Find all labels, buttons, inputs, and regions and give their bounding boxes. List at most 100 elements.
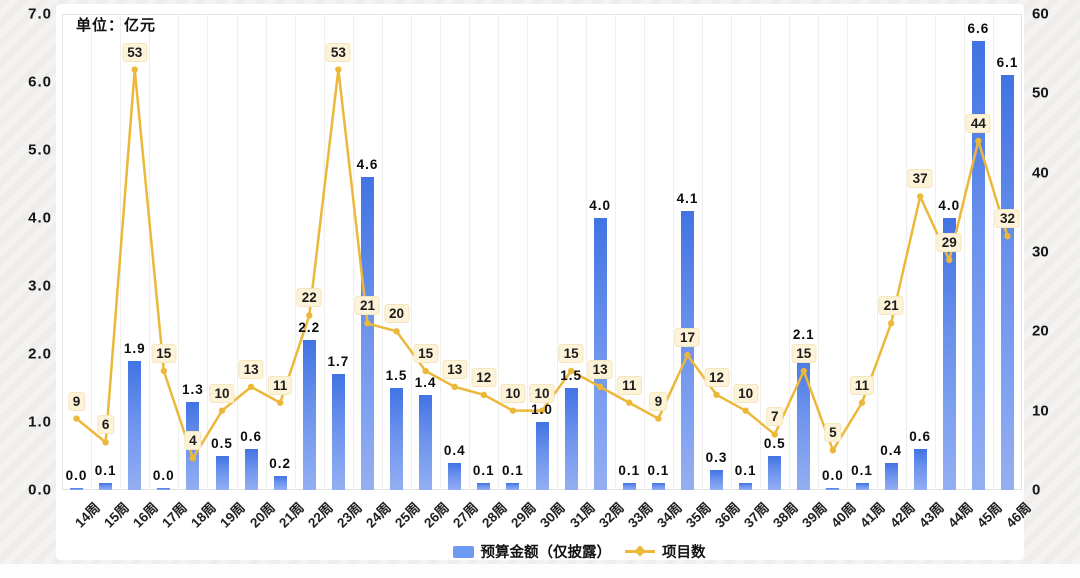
point-label-27周: 13	[442, 359, 468, 379]
point-label-34周: 9	[649, 391, 668, 411]
bar-30周	[535, 422, 549, 490]
bar-15周	[99, 483, 113, 490]
gridline	[585, 14, 587, 490]
point-label-43周: 37	[907, 169, 933, 189]
point-label-36周: 12	[704, 367, 730, 387]
point-label-24周: 21	[354, 296, 380, 316]
gridline	[876, 14, 878, 490]
point-label-40周: 5	[824, 423, 842, 443]
bar-40周	[826, 488, 840, 490]
y-left-tick-2.0: 2.0	[28, 345, 52, 363]
bar-33周	[622, 483, 636, 490]
gridline	[672, 14, 674, 490]
point-label-28周: 12	[471, 367, 497, 387]
bar-32周	[593, 218, 607, 490]
bar-label-37周: 0.1	[734, 463, 757, 479]
gridline	[934, 14, 936, 490]
y-right-tick-30: 30	[1032, 243, 1049, 261]
gridline	[120, 14, 122, 490]
y-left-tick-6.0: 6.0	[28, 73, 52, 91]
gridline	[149, 14, 151, 490]
plot-area	[62, 14, 1022, 490]
gridline	[847, 14, 849, 490]
bar-44周	[942, 218, 956, 490]
point-label-46周: 32	[994, 209, 1020, 229]
bar-28周	[477, 483, 491, 490]
point-label-39周: 15	[791, 344, 817, 363]
bar-46周	[1000, 75, 1014, 490]
gridline	[236, 14, 238, 490]
bar-label-29周: 0.1	[502, 463, 524, 479]
point-label-30周: 10	[529, 383, 555, 403]
point-label-37周: 10	[733, 383, 759, 403]
bar-label-28周: 0.1	[472, 463, 495, 479]
point-label-26周: 15	[413, 344, 439, 363]
gridline	[789, 14, 791, 490]
gridline	[207, 14, 209, 490]
bar-label-21周: 0.2	[269, 456, 292, 472]
point-label-32周: 13	[587, 359, 613, 379]
y-left-tick-5.0: 5.0	[28, 141, 52, 159]
bar-label-45周: 6.6	[967, 21, 990, 37]
bar-label-43周: 0.6	[909, 429, 932, 445]
y-left-tick-4.0: 4.0	[28, 209, 52, 227]
bar-31周	[564, 388, 578, 490]
y-left-tick-0.0: 0.0	[28, 481, 52, 499]
bar-20周	[244, 449, 258, 490]
bar-16周	[128, 360, 142, 490]
bar-29周	[506, 483, 520, 490]
y-right-tick-40: 40	[1032, 164, 1049, 182]
gridline	[963, 14, 965, 490]
point-label-41周: 11	[849, 375, 875, 395]
gridline	[382, 14, 383, 490]
gridline	[469, 14, 471, 490]
bar-label-46周: 6.1	[996, 55, 1019, 71]
bar-label-26周: 1.4	[414, 374, 437, 390]
point-label-15周: 6	[96, 415, 115, 435]
y-right-tick-60: 60	[1032, 5, 1049, 23]
gridline	[411, 14, 413, 490]
bar-24周	[360, 177, 374, 490]
gridline	[905, 14, 907, 490]
bar-label-39周: 2.1	[792, 327, 815, 343]
bar-19周	[215, 456, 229, 490]
point-label-31周: 15	[558, 344, 584, 363]
bar-label-36周: 0.3	[705, 449, 728, 465]
legend-bar-swatch-icon	[452, 545, 474, 558]
bar-14周	[70, 488, 84, 490]
point-label-44周: 29	[936, 232, 962, 252]
legend: 预算金额（仅披露） 项目数	[0, 541, 1080, 562]
bar-label-31周: 1.5	[560, 368, 582, 383]
y-left-tick-7.0: 7.0	[28, 5, 52, 23]
bar-25周	[390, 388, 404, 490]
bar-label-14周: 0.0	[65, 468, 88, 483]
point-label-20周: 13	[238, 359, 264, 379]
legend-item-budget: 预算金额（仅披露）	[452, 541, 612, 562]
bar-label-35周: 4.1	[676, 191, 699, 207]
legend-diamond-icon	[634, 545, 646, 557]
point-label-29周: 10	[500, 383, 526, 403]
bar-21周	[273, 476, 287, 490]
bar-label-16周: 1.9	[123, 340, 146, 356]
bar-label-38周: 0.5	[763, 436, 786, 451]
point-label-17周: 15	[151, 344, 177, 363]
gridline	[352, 14, 354, 490]
y-left-tick-1.0: 1.0	[28, 413, 52, 431]
bar-42周	[884, 462, 898, 490]
gridline	[323, 14, 325, 490]
legend-label: 预算金额（仅披露）	[480, 545, 612, 561]
bar-23周	[331, 374, 345, 490]
bar-35周	[680, 211, 694, 490]
bar-41周	[855, 483, 869, 490]
bar-label-30周: 1.0	[531, 402, 553, 417]
bar-label-17周: 0.0	[152, 468, 175, 483]
bar-label-27周: 0.4	[443, 442, 466, 458]
point-label-21周: 11	[268, 375, 293, 395]
bar-label-33周: 0.1	[618, 463, 641, 479]
y-left-tick-3.0: 3.0	[28, 277, 52, 295]
legend-line-swatch-icon	[625, 545, 655, 557]
gridline	[643, 14, 645, 490]
gridline	[527, 14, 529, 490]
gridline	[702, 14, 703, 490]
point-label-35周: 17	[674, 328, 700, 348]
